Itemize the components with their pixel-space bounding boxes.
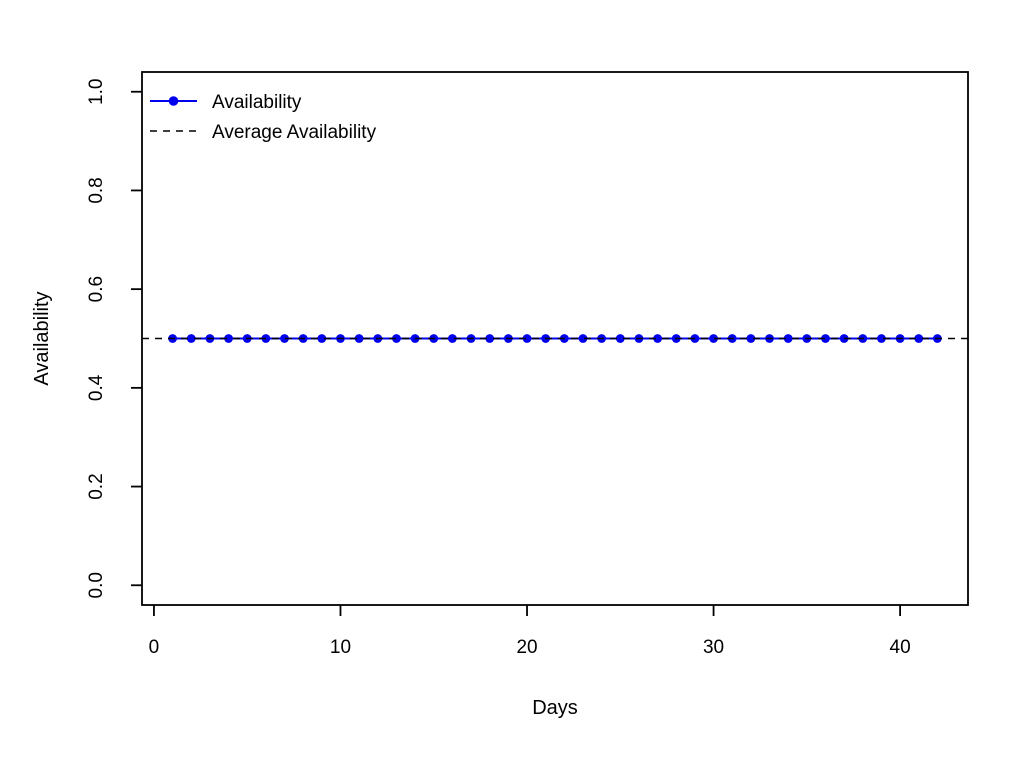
legend-label-average-availability: Average Availability [212, 122, 377, 143]
y-tick-label: 0.8 [86, 177, 107, 203]
data-point [914, 334, 924, 343]
data-point [653, 334, 662, 343]
y-tick-label: 1.0 [86, 79, 107, 105]
legend-label-availability: Availability [212, 92, 302, 113]
data-point [186, 334, 196, 343]
data-point [354, 334, 364, 343]
y-axis-title: Availability [31, 291, 53, 385]
y-tick-label: 0.4 [86, 374, 107, 401]
data-point [709, 334, 718, 343]
data-point [392, 334, 401, 343]
data-point [821, 334, 830, 343]
data-point [615, 334, 625, 343]
x-tick-label: 0 [149, 637, 160, 658]
data-point [448, 334, 457, 343]
legend-marker-availability [168, 96, 179, 106]
y-tick-label: 0.2 [86, 473, 107, 499]
y-tick-label: 0.6 [86, 276, 107, 302]
data-point [578, 334, 588, 343]
data-point [485, 334, 495, 343]
data-point [783, 334, 793, 343]
data-point [317, 334, 327, 343]
data-point [280, 334, 289, 343]
x-tick-label: 20 [516, 637, 537, 658]
x-tick-label: 10 [330, 637, 351, 658]
data-point [746, 334, 756, 343]
data-point [522, 334, 532, 343]
x-tick-label: 40 [890, 637, 911, 658]
data-point [224, 334, 233, 343]
y-tick-label: 0.0 [86, 572, 107, 598]
x-axis-title: Days [532, 697, 578, 719]
data-point [877, 334, 886, 343]
x-tick-label: 30 [703, 637, 724, 658]
